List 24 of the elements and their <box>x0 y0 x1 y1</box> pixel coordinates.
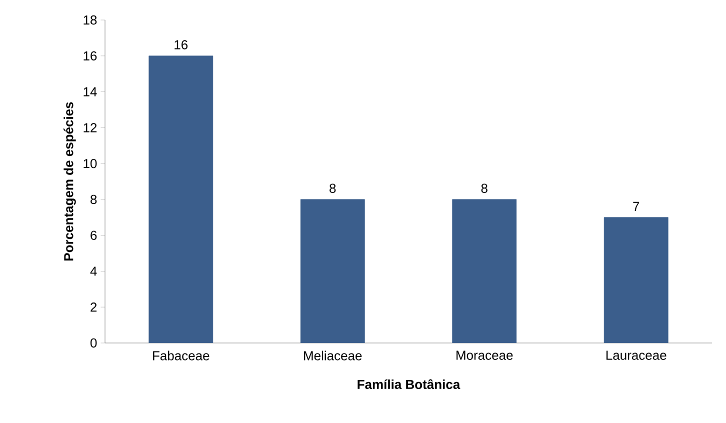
data-label: 8 <box>330 184 336 193</box>
bar <box>604 217 668 343</box>
y-tick-label: 8 <box>90 194 97 204</box>
y-tick-label: 6 <box>90 230 97 240</box>
x-tick-label: Meliaceae <box>304 350 362 360</box>
y-tick-label: 0 <box>90 338 97 348</box>
x-tick-label: Moraceae <box>456 350 513 360</box>
x-tick-label: Lauraceae <box>606 350 666 360</box>
data-label: 7 <box>633 202 640 211</box>
y-axis-title: Porcentagem de espécies <box>64 102 76 260</box>
data-label: 16 <box>174 40 188 50</box>
y-tick-label: 4 <box>90 266 97 276</box>
y-tick-label: 12 <box>84 123 97 132</box>
y-tick-label: 18 <box>84 15 97 25</box>
y-tick-label: 2 <box>90 302 97 312</box>
data-label: 8 <box>481 184 488 193</box>
bar <box>148 56 214 343</box>
x-tick-label: Fabaceae <box>153 350 210 360</box>
y-tick-label: 10 <box>84 158 97 168</box>
bar <box>452 199 517 343</box>
x-axis-title: Família Botânica <box>358 379 460 390</box>
bar <box>300 199 365 343</box>
y-tick-label: 16 <box>84 51 97 60</box>
y-tick-label: 14 <box>84 87 97 96</box>
